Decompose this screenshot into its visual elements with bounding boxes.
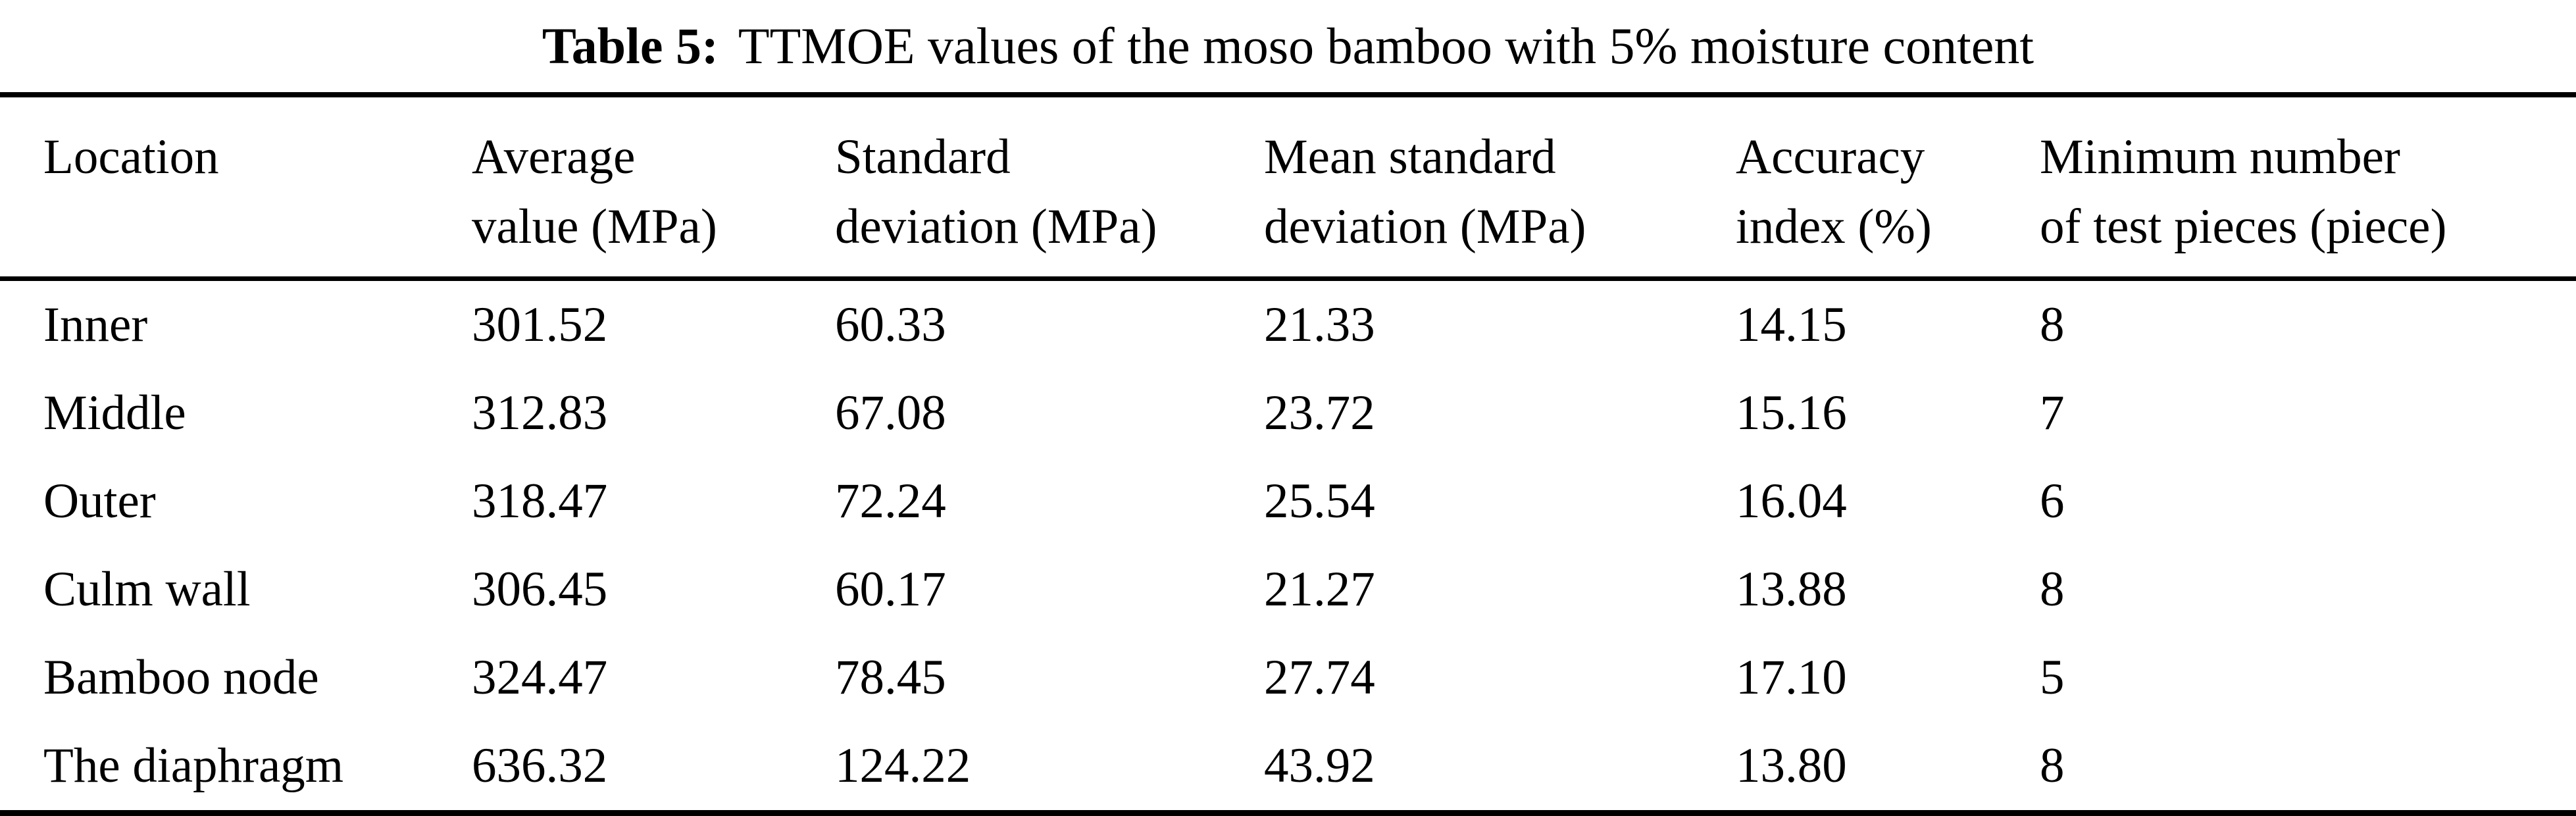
cell-average-value: 312.83 [472, 386, 608, 440]
header-line: Minimum number [2040, 130, 2400, 184]
cell-accuracy-index: 14.15 [1736, 297, 1847, 352]
cell-standard-deviation: 124.22 [835, 738, 971, 793]
cell-mean-standard-deviation: 27.74 [1264, 650, 1375, 705]
cell-mean-standard-deviation: 21.33 [1264, 297, 1375, 352]
cell-location: Inner [43, 297, 148, 352]
table-row-diaphragm: The diaphragm 636.32 124.22 43.92 13.80 … [0, 722, 2576, 813]
table-row-middle: Middle 312.83 67.08 23.72 15.16 7 [0, 369, 2576, 457]
cell-mean-standard-deviation: 21.27 [1264, 562, 1375, 617]
cell-average-value: 318.47 [472, 474, 608, 528]
table-caption-label: Table 5: [542, 17, 719, 74]
cell-location: Culm wall [43, 562, 251, 617]
table-caption-text: TTMOE values of the moso bamboo with 5% … [738, 17, 2034, 74]
cell-standard-deviation: 60.17 [835, 562, 946, 617]
cell-standard-deviation: 72.24 [835, 474, 946, 528]
cell-accuracy-index: 13.80 [1736, 738, 1847, 793]
header-line: Location [43, 130, 219, 184]
cell-accuracy-index: 15.16 [1736, 386, 1847, 440]
column-header-minimum-test-pieces: Minimum number of test pieces (piece) [2040, 97, 2576, 281]
cell-average-value: 301.52 [472, 297, 608, 352]
cell-accuracy-index: 17.10 [1736, 650, 1847, 705]
ttmoe-table: Location Average value (MPa) Standard de… [0, 97, 2576, 816]
cell-average-value: 324.47 [472, 650, 608, 705]
cell-accuracy-index: 16.04 [1736, 474, 1847, 528]
cell-location: The diaphragm [43, 738, 344, 793]
cell-minimum-test-pieces: 7 [2040, 386, 2065, 440]
header-line: Average [472, 130, 636, 184]
header-line: value (MPa) [472, 199, 717, 254]
header-line: Accuracy [1736, 130, 1925, 184]
table-caption: Table 5: TTMOE values of the moso bamboo… [0, 0, 2576, 97]
header-line: deviation (MPa) [1264, 199, 1586, 254]
header-line: Standard [835, 130, 1011, 184]
table-row-bamboo-node: Bamboo node 324.47 78.45 27.74 17.10 5 [0, 634, 2576, 722]
table-row-outer: Outer 318.47 72.24 25.54 16.04 6 [0, 457, 2576, 546]
header-row: Location Average value (MPa) Standard de… [0, 97, 2576, 281]
cell-minimum-test-pieces: 8 [2040, 562, 2065, 617]
cell-standard-deviation: 60.33 [835, 297, 946, 352]
column-header-average-value: Average value (MPa) [472, 97, 835, 281]
column-header-location: Location [0, 97, 472, 281]
header-line: of test pieces (piece) [2040, 199, 2447, 254]
column-header-accuracy-index: Accuracy index (%) [1736, 97, 2040, 281]
cell-mean-standard-deviation: 23.72 [1264, 386, 1375, 440]
cell-mean-standard-deviation: 43.92 [1264, 738, 1375, 793]
header-line: index (%) [1736, 199, 1932, 254]
cell-standard-deviation: 67.08 [835, 386, 946, 440]
cell-minimum-test-pieces: 6 [2040, 474, 2065, 528]
cell-average-value: 306.45 [472, 562, 608, 617]
header-line: Mean standard [1264, 130, 1556, 184]
cell-minimum-test-pieces: 8 [2040, 297, 2065, 352]
table-row-inner: Inner 301.52 60.33 21.33 14.15 8 [0, 279, 2576, 370]
cell-standard-deviation: 78.45 [835, 650, 946, 705]
cell-location: Middle [43, 386, 186, 440]
cell-location: Bamboo node [43, 650, 319, 705]
cell-average-value: 636.32 [472, 738, 608, 793]
column-header-mean-standard-deviation: Mean standard deviation (MPa) [1264, 97, 1736, 281]
column-header-standard-deviation: Standard deviation (MPa) [835, 97, 1264, 281]
table-row-culm-wall: Culm wall 306.45 60.17 21.27 13.88 8 [0, 546, 2576, 634]
cell-location: Outer [43, 474, 156, 528]
cell-minimum-test-pieces: 8 [2040, 738, 2065, 793]
cell-mean-standard-deviation: 25.54 [1264, 474, 1375, 528]
header-line: deviation (MPa) [835, 199, 1157, 254]
cell-minimum-test-pieces: 5 [2040, 650, 2065, 705]
cell-accuracy-index: 13.88 [1736, 562, 1847, 617]
